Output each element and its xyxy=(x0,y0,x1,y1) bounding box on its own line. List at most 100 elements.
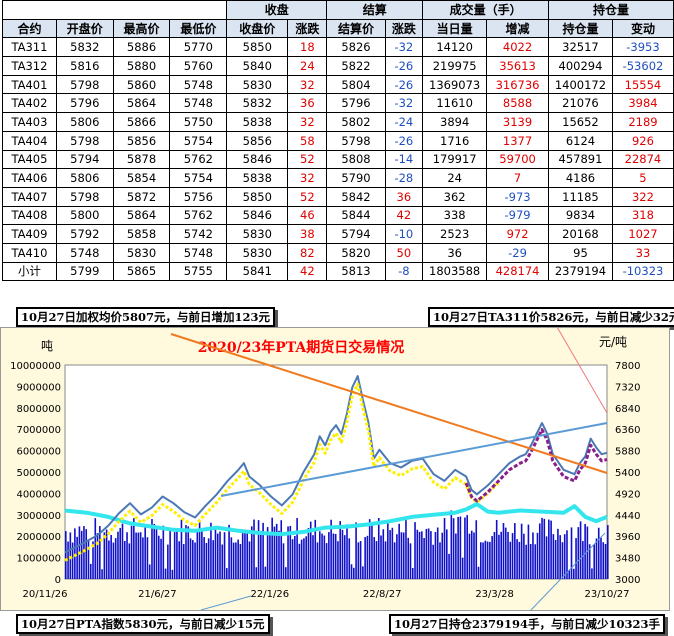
volume-bar xyxy=(498,534,500,579)
volume-bar xyxy=(321,533,323,579)
volume-bar xyxy=(489,541,491,579)
volume-bar xyxy=(511,533,514,579)
volume-bar xyxy=(203,536,205,579)
table-cell: 35613 xyxy=(486,56,549,76)
volume-bar xyxy=(223,532,226,579)
volume-bar xyxy=(92,541,94,579)
volume-bar xyxy=(157,535,160,579)
table-cell: 42 xyxy=(384,205,424,226)
volume-bar xyxy=(400,532,403,579)
volume-bar xyxy=(337,541,339,579)
volume-bar xyxy=(332,533,335,579)
table-cell: 5816 xyxy=(55,56,114,76)
volume-bar xyxy=(482,542,484,579)
table-cell: 5846 xyxy=(226,149,289,170)
table-cell: 42 xyxy=(287,261,328,282)
volume-bar xyxy=(364,537,366,579)
volume-bar xyxy=(486,541,489,579)
volume-bar xyxy=(294,535,296,579)
volume-bar xyxy=(477,566,480,579)
x-tick-label: 20/11/26 xyxy=(23,589,68,600)
table-cell: -28 xyxy=(384,168,424,188)
table-cell: -979 xyxy=(486,205,549,226)
table-cell: 20168 xyxy=(547,224,613,244)
table-cell: 38 xyxy=(287,224,328,244)
volume-bar xyxy=(253,519,255,579)
volume-bar xyxy=(559,535,561,579)
volume-bar xyxy=(323,535,326,579)
table-cell: 82 xyxy=(287,242,328,263)
left-tick-label: 6000000 xyxy=(16,447,61,458)
volume-bar xyxy=(164,568,167,579)
volume-bar xyxy=(523,533,525,579)
column-header: 涨跌 xyxy=(384,18,424,39)
volume-bar xyxy=(436,527,439,579)
volume-bar xyxy=(126,532,128,579)
table-cell: 926 xyxy=(611,130,674,151)
volume-bar xyxy=(244,529,246,579)
volume-bar xyxy=(207,538,210,579)
chart-panel: 2020/23年PTA期货日交易情况吨元/吨 10000000 9000000 800… xyxy=(0,307,670,611)
left-tick-label: 1000000 xyxy=(16,554,61,565)
volume-bar xyxy=(318,531,321,579)
table-cell: TA402 xyxy=(2,93,57,114)
volume-bar xyxy=(246,530,249,579)
volume-bar xyxy=(407,537,410,579)
volume-bar xyxy=(384,541,387,579)
table-cell: 5796 xyxy=(326,93,386,114)
volume-bar xyxy=(210,522,212,579)
table-cell: TA409 xyxy=(2,224,57,244)
volume-bar xyxy=(534,544,537,579)
volume-bar xyxy=(201,531,203,579)
x-tick-label: 22/8/27 xyxy=(363,589,402,600)
volume-bar xyxy=(228,524,230,579)
table-row: TA404 5798 5856 5754 5856 58 5798 -26 1716 1377 61… xyxy=(2,130,674,151)
volume-bar xyxy=(475,520,478,579)
group-header-blank xyxy=(1,0,228,20)
table-cell: 21076 xyxy=(547,93,613,114)
table-cell: 5748 xyxy=(169,242,228,263)
table-cell: 9834 xyxy=(547,205,613,226)
table-cell: 5856 xyxy=(226,130,289,151)
volume-bar xyxy=(250,526,253,579)
volume-bar xyxy=(80,530,83,579)
table-cell: -26 xyxy=(384,56,424,76)
table-cell: 32 xyxy=(287,74,328,95)
table-cell: 219975 xyxy=(422,56,488,76)
table-cell: 1803588 xyxy=(422,261,488,282)
table-cell: 32 xyxy=(287,168,328,188)
volume-bar xyxy=(480,542,482,579)
table-cell: 5860 xyxy=(112,74,171,95)
volume-bar xyxy=(123,540,126,579)
table-cell: 5798 xyxy=(326,130,386,151)
x-tick-label: 23/10/27 xyxy=(585,589,630,600)
left-tick-label: 3000000 xyxy=(16,511,61,522)
volume-bar xyxy=(101,569,103,579)
volume-bar xyxy=(198,521,201,579)
volume-bar xyxy=(473,532,475,579)
table-cell: 2189 xyxy=(611,112,674,132)
volume-bar xyxy=(461,557,464,579)
volume-bar xyxy=(334,533,337,579)
table-cell: 179917 xyxy=(422,149,488,170)
volume-bar xyxy=(468,533,471,579)
volume-bar xyxy=(568,570,571,579)
volume-bar xyxy=(239,543,242,579)
volume-bar xyxy=(96,533,99,579)
table-cell: 5806 xyxy=(55,168,114,188)
table-row: TA408 5800 5864 5762 5846 46 5844 42 338 -979 9834… xyxy=(2,205,674,226)
right-tick-label: 7320 xyxy=(615,382,640,393)
column-header: 合约 xyxy=(2,18,57,39)
table-cell: 5800 xyxy=(55,205,114,226)
table-cell: TA410 xyxy=(2,242,57,263)
table-cell: 322 xyxy=(611,186,674,207)
table-cell: 4022 xyxy=(486,37,549,58)
volume-bar xyxy=(380,535,382,579)
table-row: TA403 5806 5866 5750 5838 32 5802 -24 3894 3139 15… xyxy=(2,112,674,132)
table-row: TA402 5796 5864 5748 5832 36 5796 -32 11610 8588 2… xyxy=(2,93,674,114)
right-tick-label: 6360 xyxy=(615,425,640,436)
volume-bar xyxy=(600,537,602,579)
volume-bar xyxy=(121,523,124,579)
volume-bar xyxy=(584,523,586,579)
volume-bar xyxy=(298,543,301,579)
